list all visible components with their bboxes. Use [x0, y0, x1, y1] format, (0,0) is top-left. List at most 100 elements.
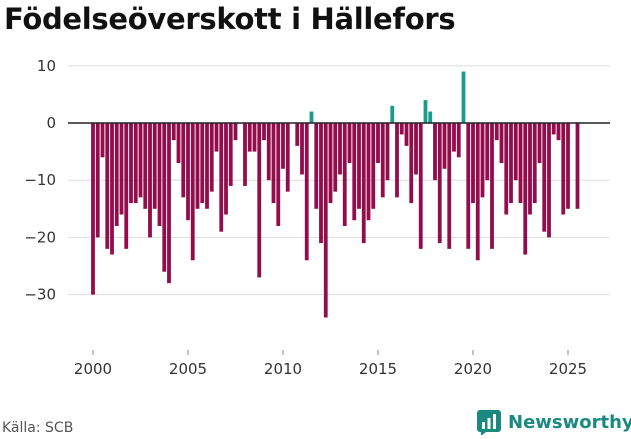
bar [105, 123, 110, 249]
bar [371, 123, 376, 209]
bar [129, 123, 133, 204]
x-tick-label: 2010 [264, 360, 302, 378]
bar [247, 123, 252, 152]
bar [532, 123, 537, 204]
bar [561, 123, 566, 215]
bar [91, 123, 95, 295]
bar [257, 123, 262, 278]
x-axis: 2000 2005 2010 2015 2020 2025 [74, 350, 587, 378]
bar [252, 123, 257, 152]
bar [338, 123, 342, 175]
bar [138, 123, 143, 198]
bar [276, 123, 281, 226]
newsworthy-logo-icon [477, 410, 501, 435]
chart-title: Födelseöverskott i Hällefors [4, 2, 456, 36]
bar [513, 123, 518, 181]
x-tick-label: 2015 [359, 360, 397, 378]
bar [176, 123, 181, 164]
x-tick-label: 2025 [549, 360, 587, 378]
bar [167, 123, 171, 284]
bar [309, 111, 314, 123]
bar [547, 123, 551, 238]
bar [509, 123, 513, 204]
bar [485, 123, 490, 181]
bar [428, 111, 433, 123]
bar [447, 123, 452, 249]
source-note: Källa: SCB [2, 420, 74, 436]
bar [243, 123, 247, 186]
bar [300, 123, 304, 175]
y-tick-label: −20 [24, 228, 56, 246]
x-tick-label: 2020 [454, 360, 492, 378]
bar [157, 123, 162, 226]
bar [452, 123, 456, 152]
bar [304, 123, 309, 261]
bar [385, 123, 390, 181]
bar [119, 123, 124, 215]
bar [551, 123, 556, 135]
bar [124, 123, 129, 249]
bar [171, 123, 176, 141]
bar [328, 123, 333, 204]
y-tick-label: −30 [24, 286, 56, 304]
bar [148, 123, 152, 238]
bar [114, 123, 119, 226]
bar [152, 123, 157, 209]
bar [518, 123, 523, 204]
y-tick-label: 10 [37, 57, 56, 75]
bar [133, 123, 138, 204]
bar [433, 123, 437, 181]
y-tick-label: −10 [24, 171, 56, 189]
bar [442, 123, 447, 169]
bar [499, 123, 504, 164]
x-tick-label: 2005 [169, 360, 207, 378]
bar [475, 123, 480, 261]
y-tick-label: 0 [46, 114, 56, 132]
bar [266, 123, 271, 181]
bar [466, 123, 471, 249]
bar [347, 123, 352, 164]
bar [333, 123, 338, 192]
bar [319, 123, 323, 244]
bar [461, 71, 466, 123]
bar [271, 123, 276, 204]
bar [399, 123, 404, 135]
bar [143, 123, 148, 209]
x-tick-label: 2000 [74, 360, 112, 378]
bar [471, 123, 475, 204]
bar [190, 123, 195, 261]
bar [523, 123, 528, 255]
bar [390, 105, 395, 123]
bar [490, 123, 494, 249]
bar [323, 123, 328, 318]
bar [556, 123, 561, 141]
bar [181, 123, 186, 198]
bar [95, 123, 100, 238]
brand-name: Newsworthy [508, 411, 631, 433]
bar [285, 123, 290, 192]
y-axis: 10 0 −10 −20 −30 [24, 57, 56, 304]
brand-logo: Newsworthy [476, 407, 631, 437]
bar [537, 123, 542, 164]
bar [494, 123, 499, 141]
bar [214, 123, 219, 152]
bar [262, 123, 266, 141]
bar [162, 123, 167, 272]
bar [361, 123, 366, 244]
bar [281, 123, 285, 169]
bar [228, 123, 233, 186]
bar [186, 123, 190, 221]
bar [566, 123, 570, 209]
bar [414, 123, 418, 175]
bar [224, 123, 228, 215]
bar [352, 123, 357, 221]
bar [110, 123, 114, 255]
bar [380, 123, 385, 198]
bar [200, 123, 205, 204]
bar [395, 123, 399, 198]
bar [357, 123, 361, 209]
bar [409, 123, 414, 204]
bar [504, 123, 509, 215]
bar-chart: 10 0 −10 −20 −30 2000 2005 2010 2015 2020 2025 [24, 57, 610, 378]
bar [480, 123, 485, 198]
